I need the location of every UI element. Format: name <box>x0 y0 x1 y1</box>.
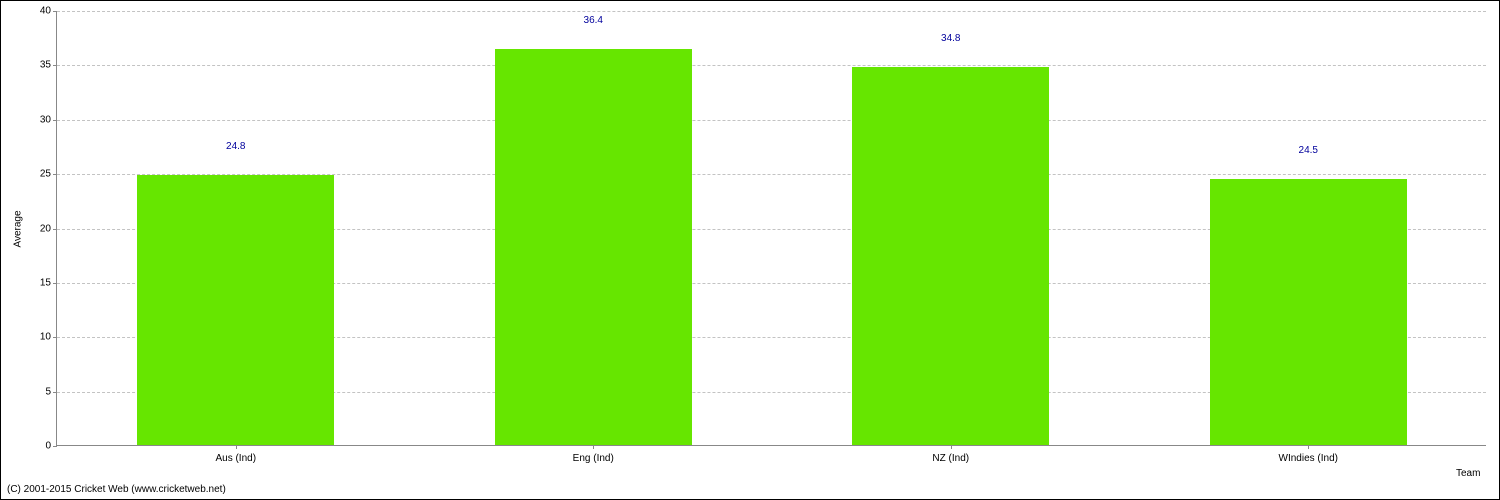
xtick-label: NZ (Ind) <box>932 445 969 464</box>
ytick-label: 20 <box>40 223 57 234</box>
gridline <box>57 65 1486 66</box>
y-axis-title: Average <box>13 210 24 247</box>
x-axis-title: Team <box>1456 468 1480 479</box>
xtick-label: Eng (Ind) <box>573 445 614 464</box>
ytick-label: 25 <box>40 169 57 180</box>
bar-value-label: 36.4 <box>584 15 603 32</box>
ytick-label: 15 <box>40 277 57 288</box>
bar <box>137 175 334 445</box>
bar-value-label: 34.8 <box>941 33 960 50</box>
bar-value-label: 24.8 <box>226 141 245 158</box>
ytick-label: 5 <box>45 386 57 397</box>
gridline <box>57 11 1486 12</box>
ytick-label: 0 <box>45 441 57 452</box>
bar <box>852 67 1049 445</box>
plot-area: 051015202530354024.8Aus (Ind)36.4Eng (In… <box>56 11 1486 446</box>
gridline <box>57 120 1486 121</box>
ytick-label: 40 <box>40 6 57 17</box>
copyright-text: (C) 2001-2015 Cricket Web (www.cricketwe… <box>7 484 226 495</box>
ytick-label: 30 <box>40 114 57 125</box>
xtick-label: WIndies (Ind) <box>1279 445 1338 464</box>
ytick-label: 10 <box>40 332 57 343</box>
ytick-label: 35 <box>40 60 57 71</box>
xtick-label: Aus (Ind) <box>215 445 256 464</box>
bar <box>1210 179 1407 445</box>
bar <box>495 49 692 445</box>
chart-container: 0 5 10 15 20 25 30 35 40 24.8 Aus (Ind) 36.4 Eng (In… <box>0 0 1500 500</box>
bar-value-label: 24.5 <box>1299 145 1318 162</box>
